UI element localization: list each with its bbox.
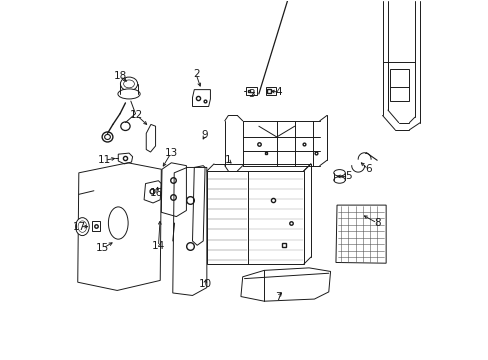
Ellipse shape [118, 89, 140, 99]
Ellipse shape [121, 122, 130, 131]
Ellipse shape [333, 170, 345, 176]
Text: 3: 3 [248, 89, 254, 99]
Text: 2: 2 [192, 69, 199, 79]
Text: 8: 8 [373, 218, 380, 228]
Text: 1: 1 [224, 155, 231, 165]
Ellipse shape [78, 221, 86, 232]
Text: 15: 15 [96, 243, 109, 253]
Text: 9: 9 [202, 130, 208, 140]
FancyBboxPatch shape [92, 221, 100, 231]
Text: 18: 18 [114, 71, 127, 81]
Text: 12: 12 [130, 111, 143, 121]
Ellipse shape [120, 90, 137, 98]
FancyBboxPatch shape [265, 87, 276, 95]
Ellipse shape [108, 207, 128, 239]
FancyBboxPatch shape [246, 87, 257, 95]
Text: 4: 4 [275, 87, 281, 97]
Text: 17: 17 [73, 222, 86, 231]
Ellipse shape [102, 132, 113, 142]
Ellipse shape [104, 134, 110, 139]
Text: 16: 16 [150, 188, 163, 198]
Text: 5: 5 [345, 171, 351, 181]
Ellipse shape [123, 80, 134, 88]
Ellipse shape [76, 218, 89, 235]
FancyBboxPatch shape [389, 69, 408, 101]
Text: 13: 13 [164, 148, 177, 158]
Text: 10: 10 [198, 279, 211, 289]
Text: 14: 14 [151, 241, 165, 251]
Text: 11: 11 [98, 155, 111, 165]
Ellipse shape [333, 177, 345, 183]
Text: 7: 7 [275, 292, 281, 302]
Text: 6: 6 [364, 164, 371, 174]
Ellipse shape [120, 77, 137, 91]
